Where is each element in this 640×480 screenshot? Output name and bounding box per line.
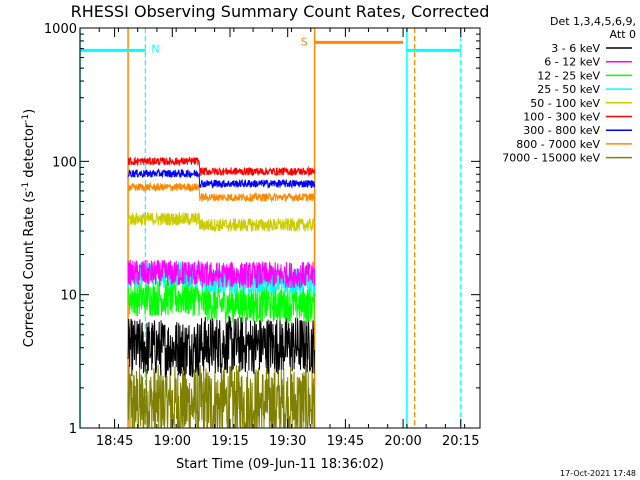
series-line <box>127 315 316 379</box>
x-tick-label: 18:45 <box>96 434 133 449</box>
legend-entry-label: 800 - 7000 keV <box>516 138 600 151</box>
series-line <box>127 168 316 189</box>
y-tick-label: 1000 <box>44 22 77 37</box>
legend-entry-label: 7000 - 15000 keV <box>502 152 600 165</box>
y-label-part3: ) <box>22 109 37 114</box>
x-tick-label: 20:15 <box>442 434 479 449</box>
plot-frame <box>79 27 481 429</box>
x-tick-label: 19:30 <box>269 434 306 449</box>
series-line <box>127 261 316 295</box>
series-line <box>127 211 316 233</box>
series-line <box>127 259 316 289</box>
x-tick-label: 20:00 <box>384 434 421 449</box>
legend-entry-label: 100 - 300 keV <box>523 111 600 124</box>
legend-entry-label: 50 - 100 keV <box>530 97 600 110</box>
y-label-part1: Corrected Count Rate (s <box>22 191 37 348</box>
legend-header-line2: Att 0 <box>610 28 636 41</box>
x-tick-label: 19:15 <box>211 434 248 449</box>
x-axis-label: Start Time (09-Jun-11 18:36:02) <box>176 457 384 472</box>
y-label-part2: detector <box>22 122 37 182</box>
legend-header-line1: Det 1,3,4,5,6,9, <box>550 15 636 28</box>
y-tick-label: 10 <box>60 289 77 304</box>
y-axis-label: Corrected Count Rate (s-1 detector-1) <box>21 109 37 347</box>
legend-entry-label: 3 - 6 keV <box>551 42 600 55</box>
chart-title: RHESSI Observing Summary Count Rates, Co… <box>71 2 490 21</box>
series-line <box>127 181 316 203</box>
y-tick-label: 100 <box>52 155 77 170</box>
series-line <box>127 364 316 428</box>
x-axis: 18:45 19:00 19:15 19:30 19:45 20:00 20:15 <box>79 28 480 449</box>
legend-entry-label: 300 - 800 keV <box>523 124 600 137</box>
y-label-sup1: -1 <box>21 182 31 191</box>
x-tick-label: 19:45 <box>327 434 364 449</box>
legend-entry-label: 6 - 12 keV <box>544 56 600 69</box>
legend-entry-label: 25 - 50 keV <box>537 83 600 96</box>
plot-data-group: NS <box>79 28 462 428</box>
y-tick-label: 1 <box>69 422 77 437</box>
y-label-sup2: -1 <box>21 114 31 123</box>
night-label: N <box>151 42 159 55</box>
legend-entry-label: 12 - 25 keV <box>537 69 600 82</box>
y-axis: 1 10 100 1000 <box>44 22 480 437</box>
footer-date: 17-Oct-2021 17:48 <box>560 469 636 478</box>
series-line <box>127 156 316 177</box>
x-tick-label: 19:00 <box>154 434 191 449</box>
saa-label: S <box>301 35 308 48</box>
series-line <box>127 278 316 324</box>
